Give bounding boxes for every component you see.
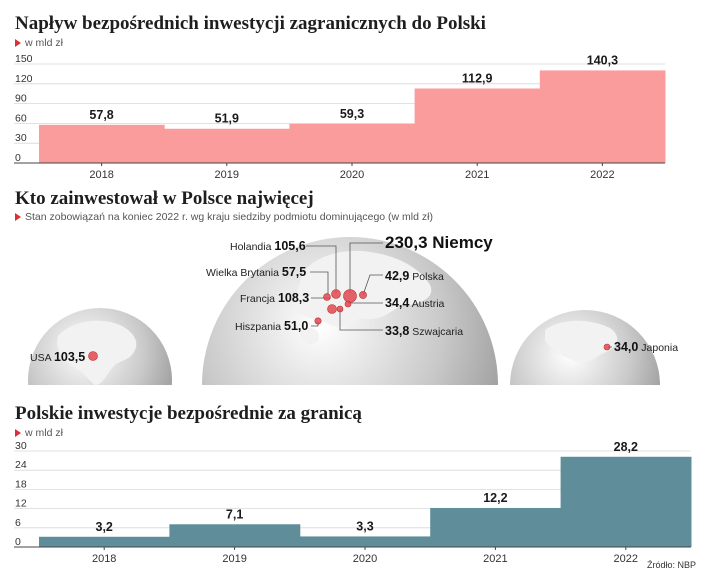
chart2-value-label: 3,2: [96, 520, 113, 534]
chart1-category-label: 2021: [465, 169, 489, 181]
chart2-category-label: 2020: [353, 553, 377, 565]
source-note: Źródło: NBP: [646, 560, 696, 570]
chart2-bar-2022: [560, 456, 692, 547]
chart2-value-label: 12,2: [483, 491, 507, 505]
label-japonia: 34,0 Japonia: [614, 340, 678, 354]
triangle-icon: [15, 429, 21, 437]
chart1-unit-text: w mld zł: [25, 37, 63, 49]
label-wb: Wielka Brytania 57,5: [206, 265, 306, 279]
chart2-ytick: 30: [15, 440, 27, 452]
map-title: Kto zainwestował w Polsce najwięcej: [15, 188, 314, 209]
chart1-bar-2020: [289, 123, 416, 163]
triangle-icon: [15, 213, 21, 221]
bubble-japonia: [603, 343, 611, 351]
bubble-usa: [88, 351, 98, 361]
bubble-wb: [323, 293, 331, 301]
leader-wb: [310, 271, 329, 295]
chart1-ytick: 60: [15, 112, 27, 124]
chart2-category-label: 2022: [614, 553, 638, 565]
chart2-ytick: 0: [15, 536, 21, 548]
chart1-value-label: 140,3: [587, 53, 618, 67]
chart2-bar-2018: [39, 536, 170, 547]
label-polska: 42,9 Polska: [385, 269, 444, 283]
chart1-value-label: 51,9: [215, 112, 239, 126]
map-subtitle: Stan zobowiązań na koniec 2022 r. wg kra…: [15, 211, 433, 223]
chart1: 0 30 60 90 120 150 57,8 2018 51,9 2019 59,3 2020 112…: [14, 53, 666, 181]
leader-holandia: [306, 245, 337, 293]
label-francja: Francja 108,3: [240, 291, 309, 305]
bubble-hiszpania: [314, 317, 322, 325]
bubble-szwajcaria: [336, 305, 344, 313]
label-austria: 34,4 Austria: [385, 296, 445, 310]
chart1-bar-2022: [539, 70, 666, 163]
chart1-category-label: 2018: [89, 169, 113, 181]
leader-szwajcaria: [339, 309, 383, 331]
chart2-bar-2020: [299, 536, 431, 547]
land-americas: [57, 320, 137, 385]
chart1-bar-2021: [414, 88, 541, 163]
chart1-ytick: 120: [15, 73, 33, 85]
chart2-unit-text: w mld zł: [25, 427, 63, 439]
chart2-ytick: 12: [15, 498, 27, 510]
label-szwajcaria: 33,8 Szwajcaria: [385, 324, 463, 338]
label-holandia: Holandia 105,6: [230, 239, 306, 253]
chart2-category-label: 2018: [92, 553, 116, 565]
chart2-ytick: 18: [15, 478, 27, 490]
chart1-ytick: 90: [15, 93, 27, 105]
triangle-icon: [15, 39, 21, 47]
chart2-unit: w mld zł: [15, 427, 63, 439]
land-asia: [545, 320, 618, 363]
label-niemcy: 230,3 Niemcy: [385, 233, 493, 252]
chart2-category-label: 2019: [222, 553, 246, 565]
chart1-category-label: 2020: [340, 169, 364, 181]
map-subtitle-text: Stan zobowiązań na koniec 2022 r. wg kra…: [25, 211, 433, 223]
label-hiszpania: Hiszpania 51,0: [235, 319, 308, 333]
chart1-ytick: 0: [15, 152, 21, 164]
chart2-title: Polskie inwestycje bezpośrednie za grani…: [15, 403, 362, 424]
chart2-bar-2019: [169, 524, 301, 547]
chart1-category-label: 2022: [590, 169, 614, 181]
chart1-value-label: 57,8: [89, 108, 113, 122]
chart2-value-label: 28,2: [614, 440, 638, 454]
chart1-ytick: 30: [15, 132, 27, 144]
chart1-title: Napływ bezpośrednich inwestycji zagranic…: [15, 13, 486, 34]
chart2-category-label: 2021: [483, 553, 507, 565]
bubble-austria: [344, 300, 352, 308]
chart1-bar-2019: [164, 128, 290, 163]
chart1-value-label: 59,3: [340, 107, 364, 121]
chart2-ytick: 24: [15, 459, 27, 471]
chart2-value-label: 7,1: [226, 507, 243, 521]
leader-niemcy: [349, 242, 383, 293]
chart2-value-label: 3,3: [356, 519, 373, 533]
bubble-polska: [359, 291, 367, 299]
chart1-category-label: 2019: [215, 169, 239, 181]
chart2-bar-2021: [430, 507, 562, 547]
chart1-value-label: 112,9: [462, 71, 493, 85]
leader-polska: [362, 274, 383, 296]
bubble-francja: [327, 304, 337, 314]
chart1-unit: w mld zł: [15, 37, 63, 49]
chart1-bar-2018: [39, 124, 165, 163]
chart2-ytick: 6: [15, 517, 21, 529]
chart1-ytick: 150: [15, 53, 33, 65]
label-usa: USA 103,5: [30, 350, 85, 364]
bubble-holandia: [331, 289, 341, 299]
